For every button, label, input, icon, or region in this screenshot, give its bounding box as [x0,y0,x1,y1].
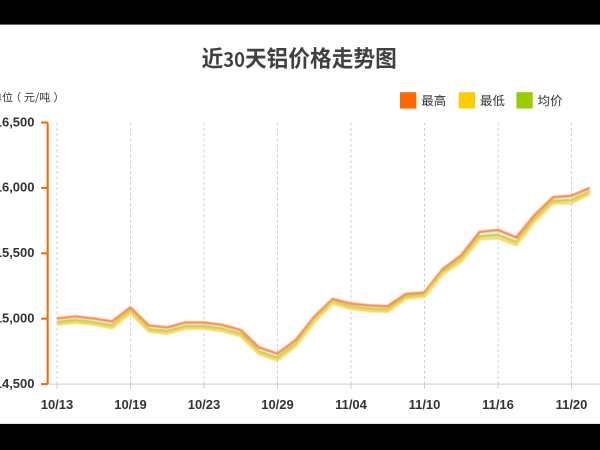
svg-text:10/23: 10/23 [188,397,221,412]
svg-text:11/16: 11/16 [482,397,514,412]
svg-text:15,500: 15,500 [0,245,35,260]
svg-text:16,500: 16,500 [0,114,35,129]
svg-text:11/20: 11/20 [556,397,588,412]
svg-text:10/19: 10/19 [114,397,147,412]
svg-text:10/13: 10/13 [41,397,74,412]
svg-text:14,500: 14,500 [0,376,35,391]
svg-text:16,000: 16,000 [0,180,35,195]
svg-text:11/10: 11/10 [409,397,441,412]
svg-text:11/04: 11/04 [335,397,368,412]
svg-text:15,000: 15,000 [0,311,35,326]
svg-text:10/29: 10/29 [261,397,294,412]
